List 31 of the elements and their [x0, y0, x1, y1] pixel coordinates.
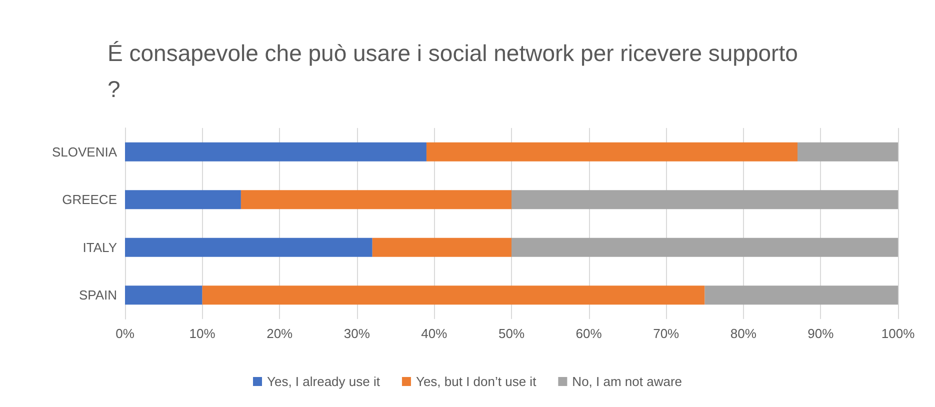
x-tick-label: 70%: [653, 326, 680, 341]
x-tick-label: 100%: [881, 326, 916, 341]
x-tick-label: 60%: [576, 326, 602, 341]
legend-label: No, I am not aware: [572, 374, 682, 389]
x-tick-label: 40%: [421, 326, 448, 341]
legend-label: Yes, I already use it: [266, 374, 380, 389]
x-tick-label: 20%: [266, 326, 294, 341]
bar: [202, 286, 705, 305]
legend-label: Yes, but I don’t use it: [416, 374, 537, 389]
y-tick-label: GREECE: [62, 192, 118, 208]
bar: [426, 142, 798, 162]
bar: [125, 142, 426, 162]
x-tick-label: 30%: [344, 326, 370, 341]
chart-title: É consapevole che può usare i social network per ricevere supporto?: [108, 40, 798, 102]
bar: [240, 190, 512, 210]
x-tick-label: 80%: [730, 326, 757, 341]
x-tick-label: 0%: [116, 326, 135, 341]
bar: [125, 238, 372, 257]
bar: [125, 190, 241, 210]
x-tick-label: 90%: [808, 326, 834, 341]
x-tick-label: 10%: [189, 326, 216, 341]
bar: [125, 286, 202, 305]
bar: [798, 142, 898, 162]
y-tick-label: SPAIN: [78, 288, 117, 303]
bar: [512, 238, 898, 257]
bar: [372, 238, 512, 257]
y-tick-label: SLOVENIA: [52, 144, 118, 160]
y-tick-label: ITALY: [82, 240, 118, 255]
bar: [512, 190, 898, 210]
x-tick-label: 50%: [498, 326, 525, 341]
bar: [704, 286, 898, 305]
